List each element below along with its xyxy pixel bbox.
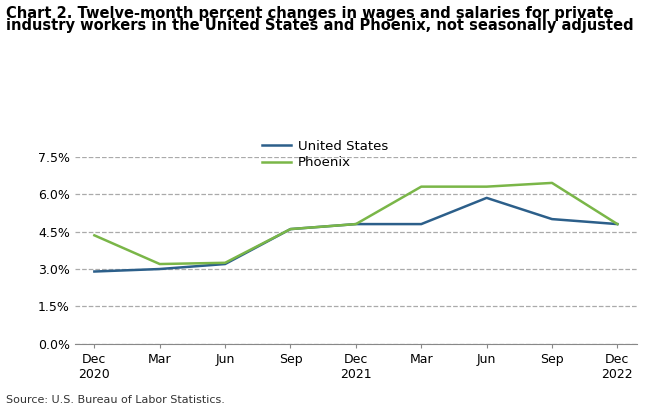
Text: Chart 2. Twelve-month percent changes in wages and salaries for private: Chart 2. Twelve-month percent changes in… <box>6 6 614 21</box>
Legend: United States, Phoenix: United States, Phoenix <box>257 135 393 175</box>
Text: Source: U.S. Bureau of Labor Statistics.: Source: U.S. Bureau of Labor Statistics. <box>6 395 226 405</box>
Text: industry workers in the United States and Phoenix, not seasonally adjusted: industry workers in the United States an… <box>6 18 634 33</box>
